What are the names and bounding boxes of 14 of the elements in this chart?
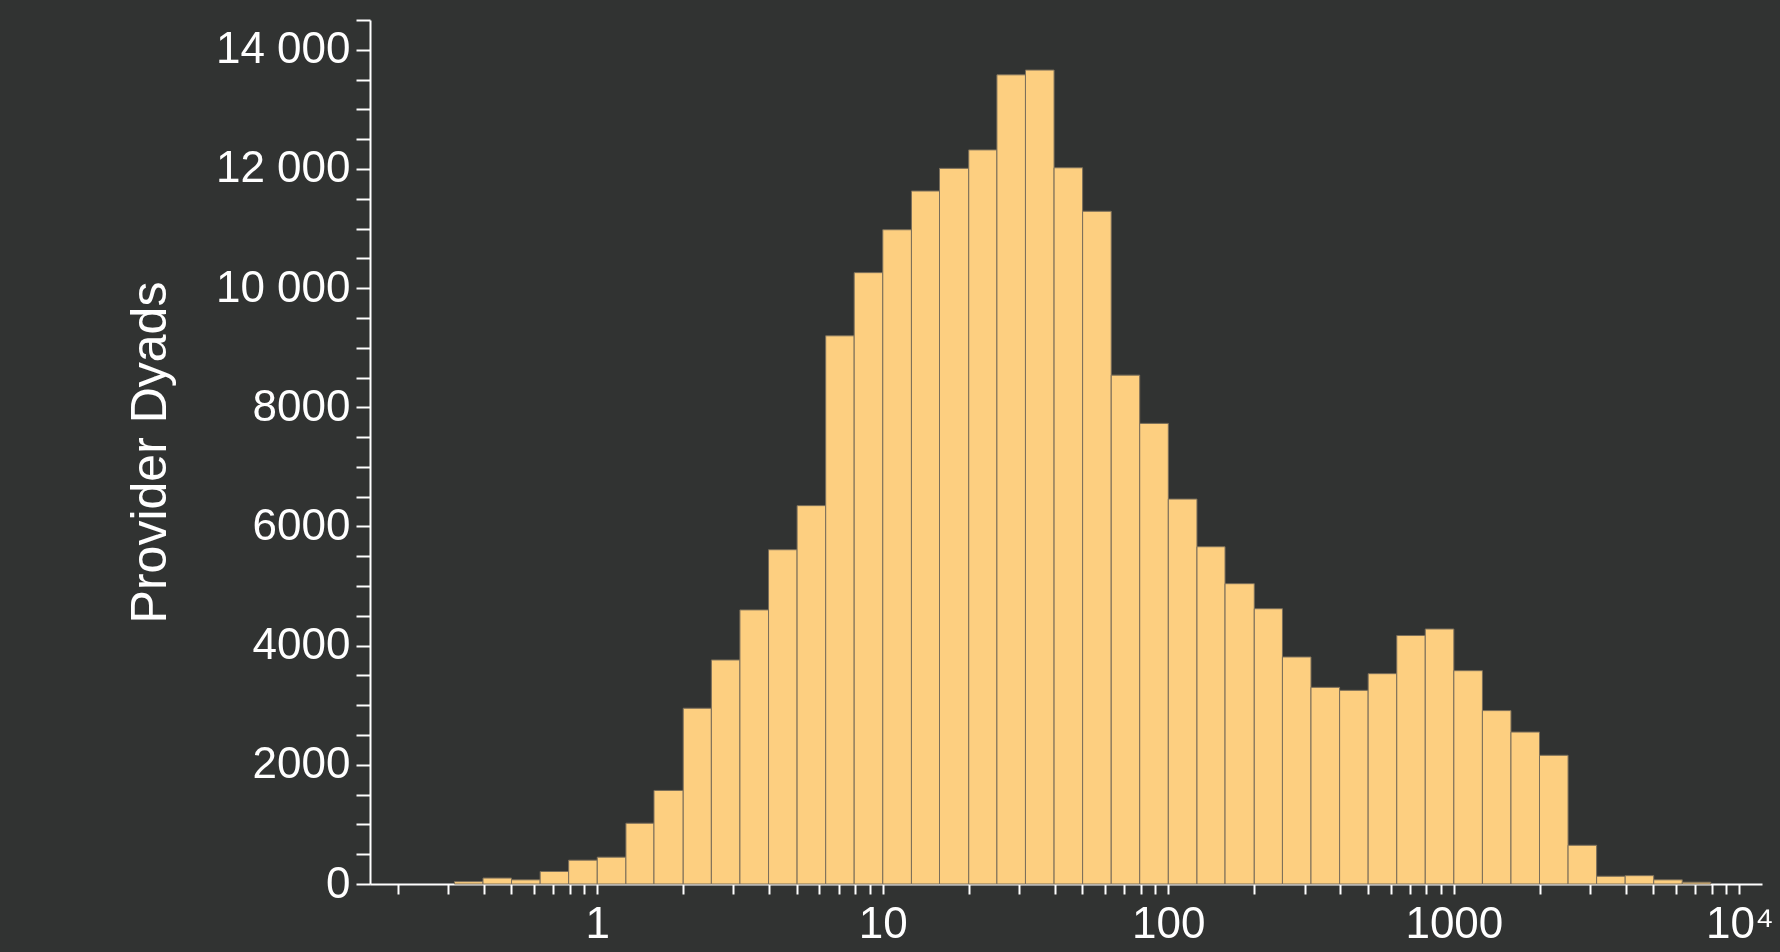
y-tick-label: 6000 [252, 499, 351, 549]
y-tick-label: 2000 [252, 738, 351, 788]
x-tick-label: 1000 [1405, 897, 1504, 947]
x-tick-label: 100 [1132, 897, 1206, 947]
y-tick-label: 14 000 [215, 23, 351, 73]
x-tick-label: 10⁴ [1705, 897, 1774, 947]
y-tick-label: 4000 [252, 619, 351, 669]
x-tick-label: 1 [585, 897, 610, 947]
y-tick-label: 12 000 [215, 142, 351, 192]
y-tick-label: 0 [326, 857, 351, 907]
y-tick-label: 8000 [252, 380, 351, 430]
y-axis-title: Provider Dyads [120, 281, 177, 624]
y-tick-label: 10 000 [215, 261, 351, 311]
x-tick-label: 10 [858, 897, 908, 947]
